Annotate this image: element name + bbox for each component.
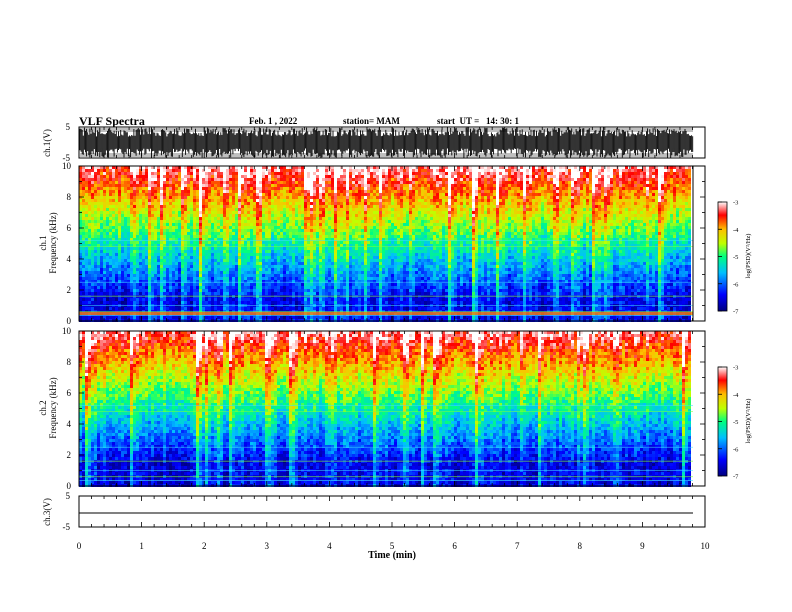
ytick-label: 0 xyxy=(67,481,72,491)
ch1-frequency-ylabel: Frequency (kHz) xyxy=(48,212,58,273)
colorbar-tick-label: -3 xyxy=(733,200,738,207)
ch3-voltage-ylabel: ch.3(V) xyxy=(42,498,52,526)
colorbar-tick-label: -3 xyxy=(733,365,738,372)
xtick-label: 0 xyxy=(77,541,82,551)
xtick-label: 4 xyxy=(327,541,332,551)
xtick-label: 9 xyxy=(640,541,645,551)
ch1-colorbar: -3 -4 -5 -6 -7 log(PSD)(V²/Hz) xyxy=(718,200,752,316)
colorbar-tick-label: -6 xyxy=(733,281,739,288)
ch1-spectrogram-channel-label: ch.1 xyxy=(38,235,48,250)
ytick-label: 2 xyxy=(67,450,72,460)
colorbar-tick-label: -5 xyxy=(733,254,738,261)
ytick-label: 8 xyxy=(67,192,72,202)
ch2-frequency-ylabel: Frequency (kHz) xyxy=(48,377,58,438)
ytick-label: 4 xyxy=(67,254,72,264)
ch3-ytick-bottom: -5 xyxy=(63,522,71,532)
ch1-colorbar-label: log(PSD)(V²/Hz) xyxy=(745,234,752,279)
xtick-label: 3 xyxy=(265,541,270,551)
ytick-label: 6 xyxy=(67,388,72,398)
colorbar-tick-label: -7 xyxy=(733,474,739,481)
ch1-waveform-panel: 5 -5 ch.1(V) xyxy=(42,122,705,163)
time-xlabel: Time (min) xyxy=(368,550,416,561)
ch1-spectrogram-panel: 0 2 4 6 8 10 ch.1 Frequency (kHz) xyxy=(38,161,705,326)
xtick-label: 10 xyxy=(701,541,711,551)
colorbar-tick-label: -4 xyxy=(733,392,739,399)
ch2-spectrogram-channel-label: ch.2 xyxy=(38,400,48,415)
colorbar-tick-label: -5 xyxy=(733,419,738,426)
xtick-label: 8 xyxy=(578,541,583,551)
ch1-voltage-ylabel: ch.1(V) xyxy=(42,129,52,157)
xtick-label: 6 xyxy=(452,541,457,551)
ch1-ytick-top: 5 xyxy=(66,122,71,132)
ch1-waveform xyxy=(80,128,693,158)
xtick-label: 1 xyxy=(139,541,144,551)
ch3-waveform-panel: 5 -5 ch.3(V) 0 1 2 3 4 5 6 7 8 9 10 Time (min) xyxy=(42,491,710,561)
ch2-spectrogram-panel: 0 2 4 6 8 10 ch.2 Frequency (kHz) xyxy=(38,326,705,491)
colorbar-tick-label: -6 xyxy=(733,446,739,453)
xtick-label: 7 xyxy=(515,541,520,551)
ytick-label: 10 xyxy=(62,326,72,336)
ytick-label: 4 xyxy=(67,419,72,429)
ytick-label: 2 xyxy=(67,285,72,295)
colorbar-tick-label: -4 xyxy=(733,227,739,234)
ytick-label: 0 xyxy=(67,316,72,326)
ch3-ytick-top: 5 xyxy=(66,491,71,501)
ytick-label: 8 xyxy=(67,357,72,367)
ch2-colorbar: -3 -4 -5 -6 -7 log(PSD)(V²/Hz) xyxy=(718,365,752,481)
ch2-colorbar-label: log(PSD)(V²/Hz) xyxy=(745,399,752,444)
colorbar-tick-label: -7 xyxy=(733,309,739,316)
ytick-label: 10 xyxy=(62,161,72,171)
xtick-label: 2 xyxy=(202,541,207,551)
ch1-spectrogram xyxy=(79,166,705,322)
ch2-spectrogram xyxy=(79,331,705,487)
ytick-label: 6 xyxy=(67,223,72,233)
